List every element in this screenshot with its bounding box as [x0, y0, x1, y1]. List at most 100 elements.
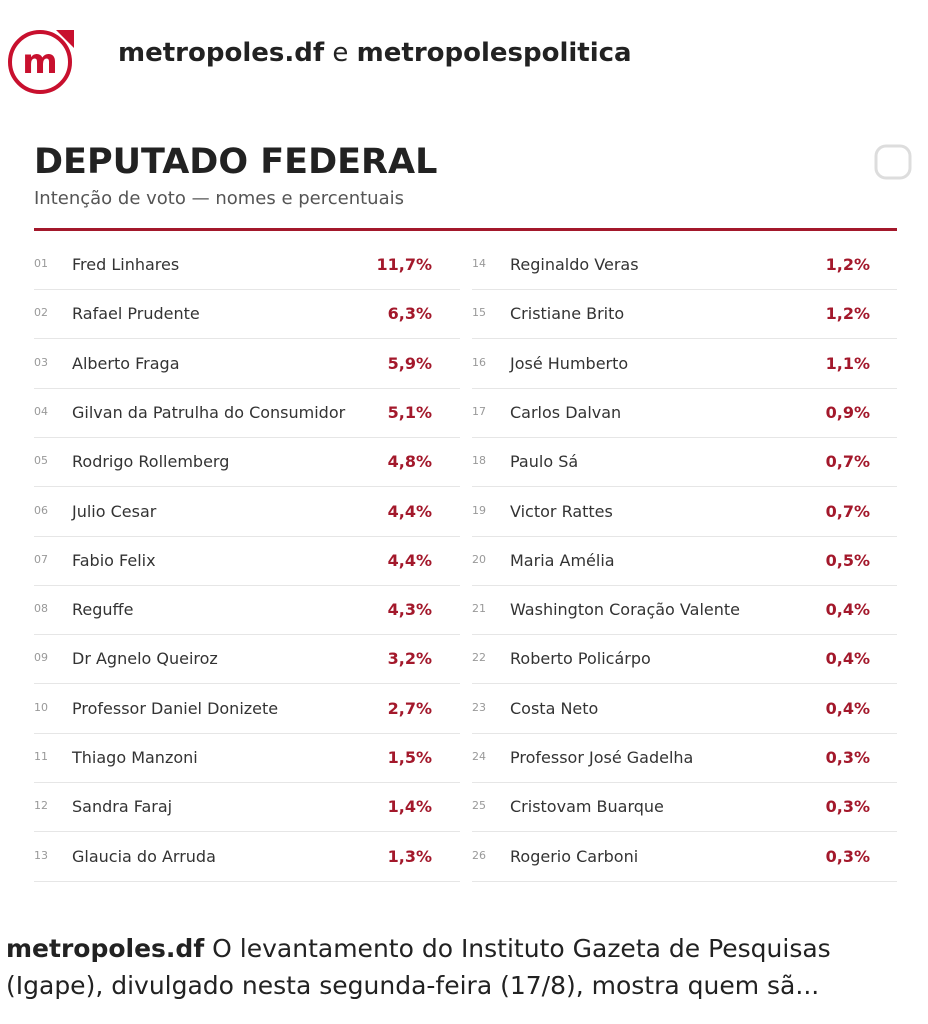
row-percent: 1,1%: [825, 353, 870, 373]
row-number: 02: [34, 306, 48, 320]
table-subtitle: Intenção de voto — nomes e percentuais: [34, 188, 405, 209]
row-name: Washington Coração Valente: [510, 600, 740, 620]
table-title: DEPUTADO FEDERAL: [34, 142, 438, 182]
row-number: 15: [472, 306, 486, 320]
row-number: 13: [34, 848, 48, 862]
row-separator: [472, 289, 897, 290]
row-percent: 0,4%: [825, 698, 870, 718]
row-name: Dr Agnelo Queiroz: [72, 649, 218, 669]
row-number: 17: [472, 404, 486, 418]
row-separator: [34, 387, 460, 389]
row-separator: [34, 683, 460, 685]
row-number: 05: [34, 454, 48, 468]
row-name: Glaucia do Arruda: [72, 846, 216, 866]
row-name: Cristiane Brito: [510, 304, 625, 324]
row-number: 01: [34, 257, 48, 270]
row-percent: 4,8%: [387, 452, 432, 472]
row-number: 21: [472, 602, 486, 616]
row-separator: [34, 782, 460, 783]
row-number: 22: [472, 651, 486, 665]
row-name: Professor Daniel Donizete: [72, 698, 279, 718]
row-number: 11: [34, 750, 48, 763]
row-name: Victor Rattes: [510, 501, 613, 521]
row-name: Alberto Fraga: [72, 353, 180, 373]
row-name: Rogerio Carboni: [510, 846, 639, 866]
row-percent: 0,7%: [825, 452, 870, 472]
row-number: 10: [34, 700, 48, 714]
caption: metropoles.df O levantamento do Institut…: [6, 930, 926, 1004]
logo[interactable]: m: [4, 26, 80, 96]
row-name: Reguffe: [72, 600, 134, 620]
row-number: 23: [472, 700, 486, 714]
row-name: Rodrigo Rollemberg: [72, 452, 230, 472]
row-name: Gilvan da Patrulha do Consumidor: [72, 402, 346, 422]
row-percent: 0,3%: [825, 797, 870, 817]
row-percent: 0,3%: [825, 846, 870, 866]
connector: e: [332, 38, 349, 68]
row-separator: [472, 338, 897, 340]
row-separator: [34, 732, 460, 734]
row-percent: 0,3%: [825, 748, 870, 767]
row-name: Carlos Dalvan: [510, 402, 622, 422]
row-separator: [472, 584, 897, 586]
account[interactable]: metropolespolitica: [356, 38, 632, 68]
row-name: Julio Cesar: [72, 501, 157, 521]
row-separator: [472, 387, 897, 389]
row-percent: 0,4%: [825, 600, 870, 620]
row-separator: [34, 289, 460, 290]
row-separator: [472, 634, 897, 636]
row-separator: [472, 831, 897, 833]
row-name: Fred Linhares: [72, 255, 180, 274]
row-separator: [472, 880, 897, 882]
caption-author[interactable]: metropoles.df: [6, 934, 205, 963]
row-number: 09: [34, 651, 48, 665]
account[interactable]: metropoles.df: [118, 38, 325, 68]
row-name: Costa Neto: [510, 698, 599, 718]
row-number: 18: [472, 454, 486, 468]
row-percent: 1,5%: [387, 748, 432, 767]
row-separator: [472, 782, 897, 783]
row-percent: 11,7%: [376, 255, 432, 274]
row-separator: [472, 683, 897, 685]
row-number: 25: [472, 799, 486, 813]
row-percent: 4,3%: [387, 600, 432, 620]
row-number: 12: [34, 799, 48, 813]
row-number: 06: [34, 503, 48, 517]
row-separator: [34, 535, 460, 537]
row-separator: [34, 436, 460, 438]
row-percent: 1,2%: [825, 304, 870, 324]
row-separator: [34, 634, 460, 636]
header: metropoles.df e metropolespolitica: [118, 38, 632, 68]
caption-text: O levantamento do Instituto Gazeta de Pe…: [6, 934, 831, 1000]
row-percent: 5,9%: [387, 353, 432, 373]
row-separator: [472, 436, 897, 438]
row-percent: 1,4%: [387, 797, 432, 817]
row-separator: [34, 338, 460, 340]
row-number: 03: [34, 355, 48, 369]
row-separator: [34, 831, 460, 833]
row-number: 16: [472, 355, 486, 369]
row-separator: [472, 486, 897, 488]
row-number: 20: [472, 552, 486, 566]
row-number: 07: [34, 552, 48, 566]
row-percent: 3,2%: [387, 649, 432, 669]
row-percent: 1,3%: [387, 846, 432, 866]
row-name: José Humberto: [510, 353, 629, 373]
row-separator: [34, 880, 460, 882]
row-name: Maria Amélia: [510, 550, 615, 570]
row-number: 14: [472, 257, 486, 270]
row-separator: [472, 732, 897, 734]
row-name: Reginaldo Veras: [510, 255, 639, 274]
row-percent: 4,4%: [387, 550, 432, 570]
row-separator: [34, 584, 460, 586]
row-name: Fabio Felix: [72, 550, 156, 570]
row-name: Rafael Prudente: [72, 304, 200, 324]
copy-icon[interactable]: [870, 140, 920, 186]
svg-text:m: m: [22, 42, 57, 82]
divider: [34, 228, 897, 231]
row-name: Professor José Gadelha: [510, 748, 694, 767]
row-name: Cristovam Buarque: [510, 797, 664, 817]
row-number: 26: [472, 848, 486, 862]
row-percent: 0,9%: [825, 402, 870, 422]
